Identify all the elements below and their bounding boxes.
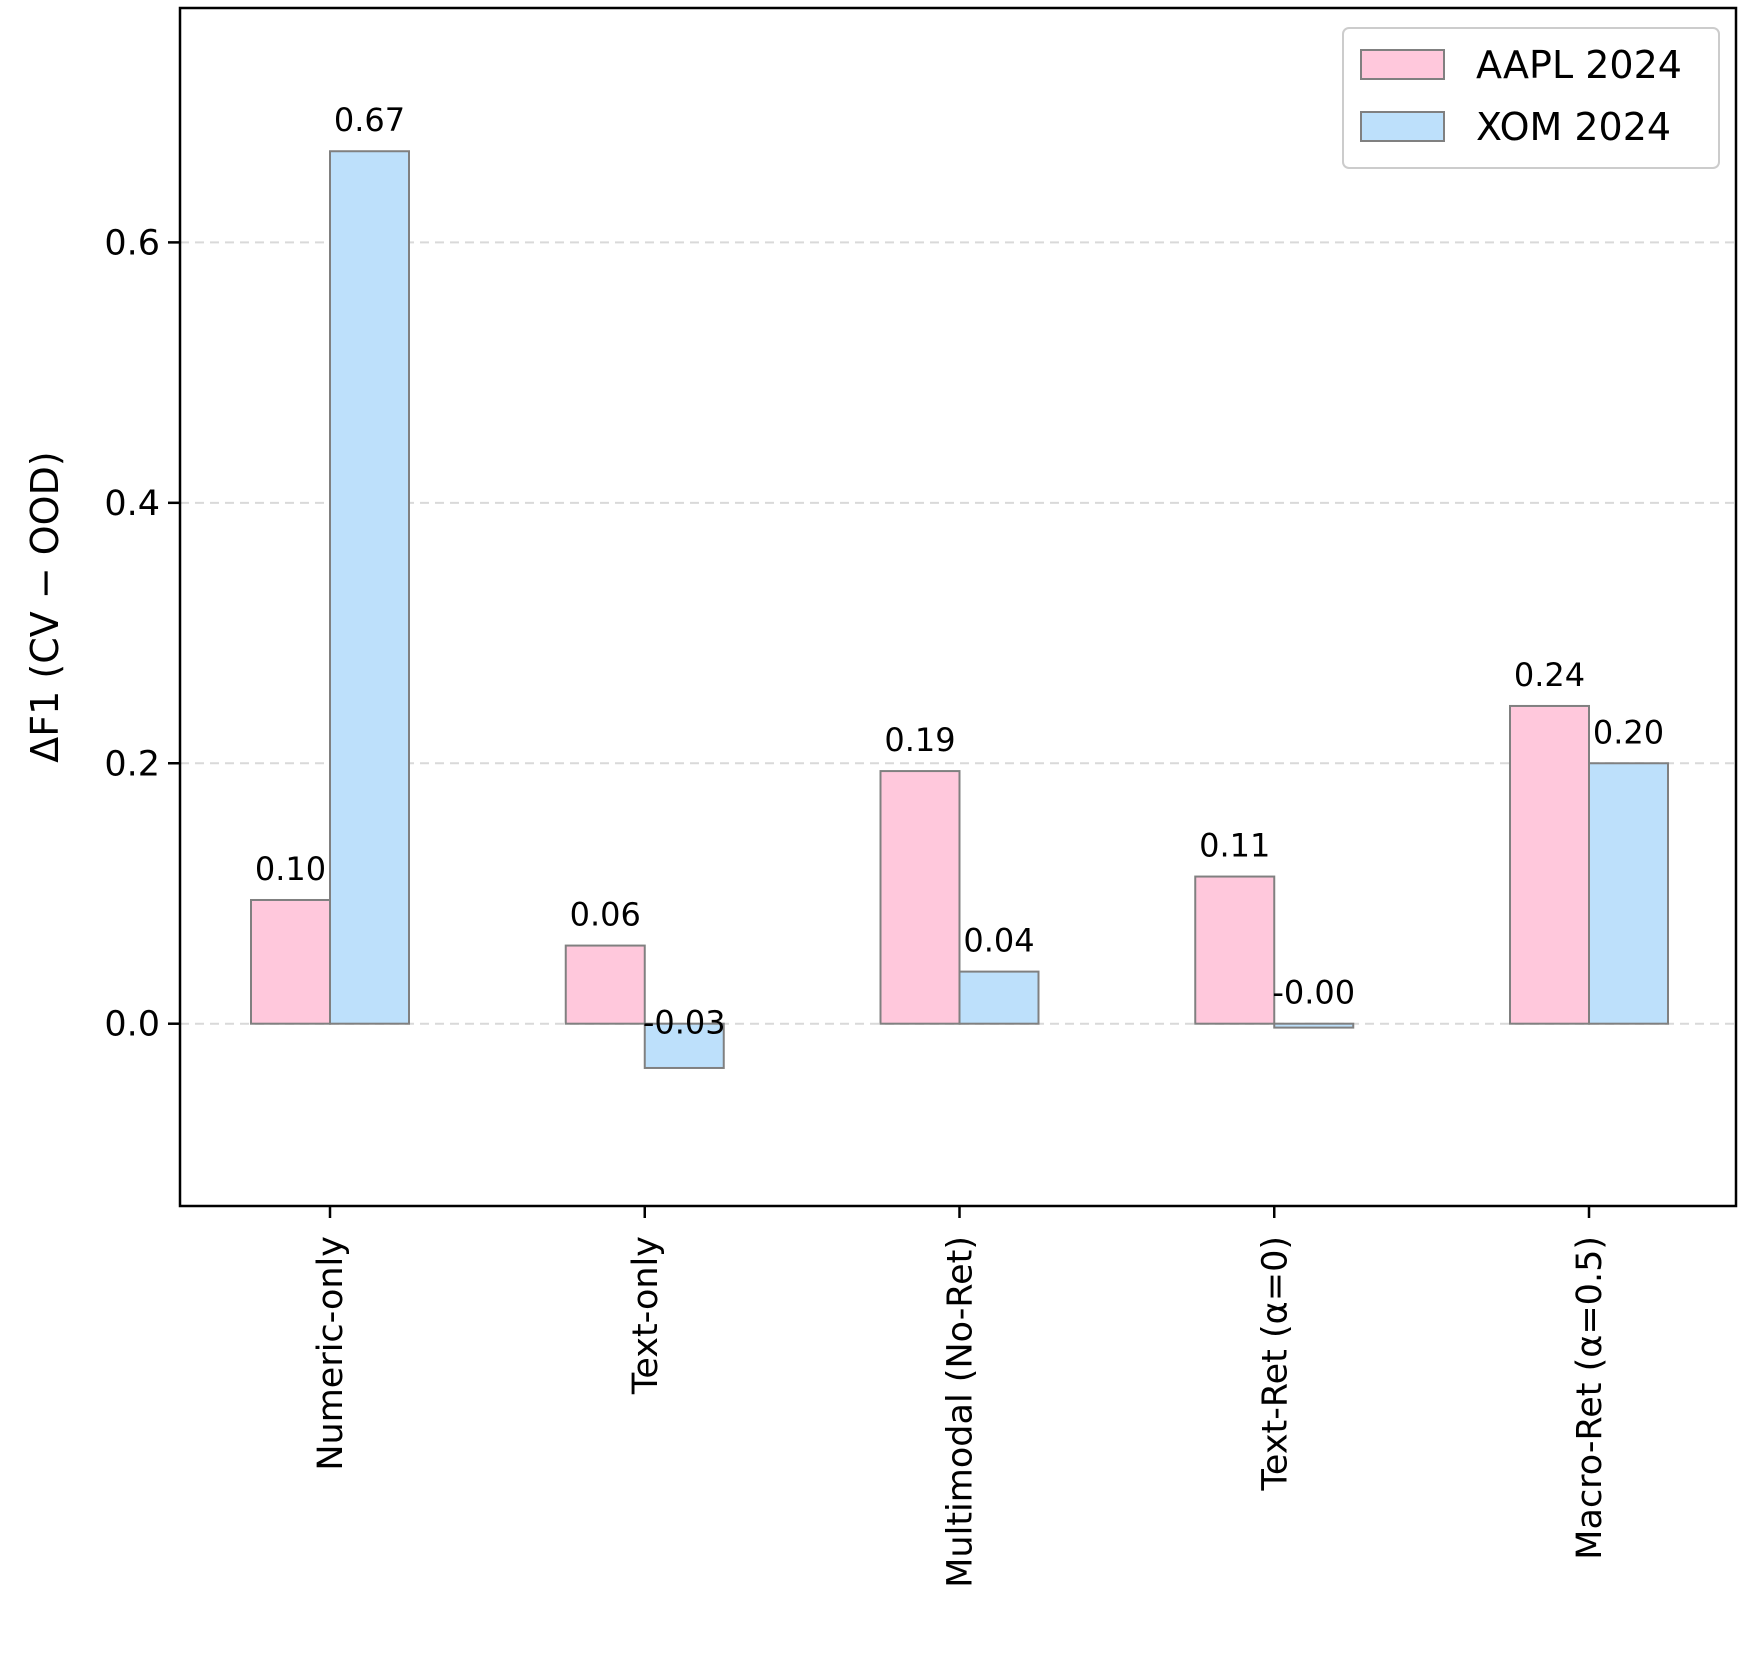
bar xyxy=(1509,704,1590,1025)
bar xyxy=(1588,762,1669,1025)
x-tick-label: Multimodal (No-Ret) xyxy=(941,1236,981,1588)
x-tick-label: Text-Ret (α=0) xyxy=(1255,1236,1295,1492)
data-label: 0.06 xyxy=(570,896,641,934)
data-label: 0.04 xyxy=(963,922,1034,960)
data-label: -0.00 xyxy=(1272,974,1355,1012)
legend-swatch xyxy=(1360,111,1445,142)
y-tick-label: 0.4 xyxy=(104,484,160,524)
bar xyxy=(879,770,961,1025)
y-tick-label: 0.0 xyxy=(104,1005,160,1045)
legend-swatch xyxy=(1360,49,1445,80)
y-tick-label: 0.2 xyxy=(104,744,160,784)
bar xyxy=(643,1022,725,1069)
x-axis: Numeric-only Text-only Multimodal (No-Ret)… xyxy=(311,1206,1610,1588)
bars xyxy=(250,150,1669,1069)
data-label: 0.24 xyxy=(1514,656,1585,694)
data-label: 0.10 xyxy=(255,850,326,888)
x-tick-label: Numeric-only xyxy=(311,1236,351,1471)
legend-label: XOM 2024 xyxy=(1476,105,1671,149)
legend-label: AAPL 2024 xyxy=(1476,43,1682,87)
data-label: 0.20 xyxy=(1593,713,1664,751)
legend: AAPL 2024 XOM 2024 xyxy=(1342,27,1720,169)
bar xyxy=(1194,875,1276,1025)
bar xyxy=(564,944,646,1025)
bar xyxy=(1273,1022,1355,1029)
data-labels: 0.10 0.06 0.19 0.11 0.24 0.67 -0.03 0.04 -0.00 0.… xyxy=(255,101,1664,1041)
x-tick-label: Text-only xyxy=(626,1236,666,1395)
data-label: 0.19 xyxy=(884,721,955,759)
data-label: 0.11 xyxy=(1199,827,1270,865)
bar xyxy=(958,970,1040,1025)
y-tick-label: 0.6 xyxy=(104,223,160,263)
plot-frame xyxy=(178,6,1738,1208)
data-label: -0.03 xyxy=(643,1004,726,1042)
data-label: 0.67 xyxy=(334,101,405,139)
bar xyxy=(250,898,331,1025)
gridlines xyxy=(180,241,1736,1025)
y-axis-label: ΔF1 (CV − OOD) xyxy=(23,451,67,762)
x-tick-label: Macro-Ret (α=0.5) xyxy=(1570,1236,1610,1560)
bar xyxy=(329,150,410,1025)
y-axis: 0.0 0.2 0.4 0.6 xyxy=(104,223,180,1045)
